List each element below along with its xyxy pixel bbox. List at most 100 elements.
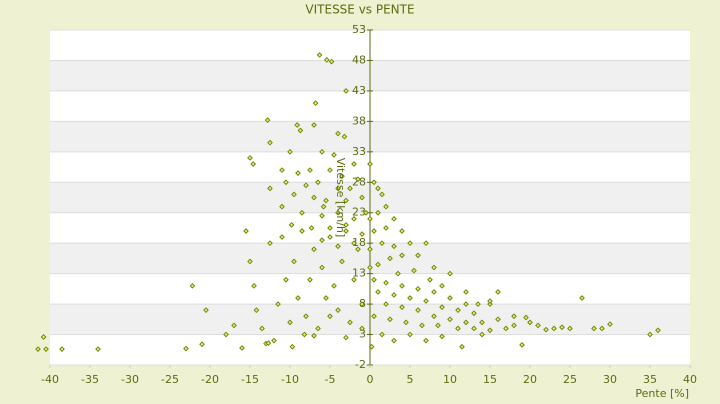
point	[475, 301, 481, 307]
point	[403, 319, 409, 326]
point	[415, 307, 421, 314]
point	[495, 316, 501, 323]
x-tick-label: -40	[41, 373, 59, 386]
point	[351, 240, 357, 247]
x-tick-label: 35	[643, 373, 657, 386]
point	[447, 295, 453, 301]
point	[279, 234, 285, 240]
point	[312, 100, 319, 106]
point	[335, 130, 341, 137]
point	[411, 267, 417, 274]
point	[247, 155, 253, 161]
point	[267, 185, 273, 192]
point	[347, 319, 353, 326]
point	[331, 282, 337, 289]
point	[271, 337, 277, 344]
point	[247, 258, 253, 265]
point	[447, 316, 453, 323]
y-axis-title: Vitesse [km/h]	[334, 158, 347, 238]
point	[327, 234, 333, 240]
point	[363, 209, 369, 216]
point	[359, 325, 365, 332]
y-tick-label: 48	[352, 53, 366, 66]
point	[203, 307, 209, 314]
point	[423, 337, 429, 344]
point	[335, 185, 341, 192]
point	[308, 225, 315, 231]
axes: -238131823283338434853-40-35-30-25-20-15…	[41, 23, 697, 386]
point	[463, 319, 469, 326]
point	[335, 307, 341, 314]
point	[289, 343, 296, 350]
point	[463, 301, 469, 307]
point	[251, 282, 257, 289]
y-tick-label: 23	[352, 206, 366, 219]
point	[319, 148, 325, 155]
point	[391, 215, 397, 222]
point	[471, 310, 477, 317]
point	[459, 343, 465, 350]
point	[311, 194, 317, 201]
chart-title: VITESSE vs PENTE	[305, 3, 414, 17]
point	[559, 324, 565, 331]
y-tick-label: -2	[355, 358, 366, 371]
point	[599, 325, 605, 332]
point	[367, 264, 373, 271]
point	[35, 346, 41, 353]
point	[419, 322, 425, 329]
point	[383, 225, 389, 231]
point	[439, 304, 445, 310]
point	[327, 167, 333, 173]
point	[291, 258, 297, 265]
point	[303, 182, 309, 189]
point	[335, 209, 341, 216]
x-tick-label: -30	[121, 373, 139, 386]
x-tick-label: 0	[367, 373, 374, 386]
point	[339, 173, 345, 180]
point	[375, 209, 381, 216]
x-tick-label: -5	[325, 373, 336, 386]
point	[303, 313, 309, 320]
points	[35, 52, 661, 353]
point	[423, 240, 429, 247]
point	[287, 148, 293, 155]
point	[399, 282, 405, 289]
x-tick-label: -35	[81, 373, 99, 386]
point	[383, 279, 389, 286]
point	[379, 191, 385, 198]
point	[339, 258, 345, 265]
point	[291, 191, 297, 198]
point	[347, 185, 353, 192]
point	[479, 319, 485, 326]
point	[439, 333, 445, 340]
point	[301, 331, 308, 338]
point	[335, 243, 341, 250]
x-axis-title: Pente [%]	[635, 387, 689, 400]
x-tick-label: 20	[523, 373, 537, 386]
point	[319, 264, 325, 271]
y-tick-label: 43	[352, 84, 366, 97]
point	[431, 264, 437, 271]
point	[391, 292, 397, 298]
point	[319, 212, 325, 219]
point	[455, 325, 461, 332]
point	[43, 346, 49, 353]
point	[407, 331, 413, 338]
point	[323, 57, 330, 63]
point	[323, 197, 329, 204]
y-tick-label: 38	[352, 114, 366, 127]
point	[315, 179, 321, 186]
x-tick-label: 40	[683, 373, 697, 386]
point	[288, 222, 295, 228]
point	[40, 334, 47, 340]
point	[463, 289, 469, 295]
x-tick-label: 5	[407, 373, 414, 386]
point	[487, 327, 493, 334]
point	[379, 331, 385, 338]
point	[231, 322, 237, 329]
point	[387, 316, 393, 323]
point	[307, 167, 313, 173]
point	[371, 228, 377, 234]
point	[299, 209, 305, 216]
